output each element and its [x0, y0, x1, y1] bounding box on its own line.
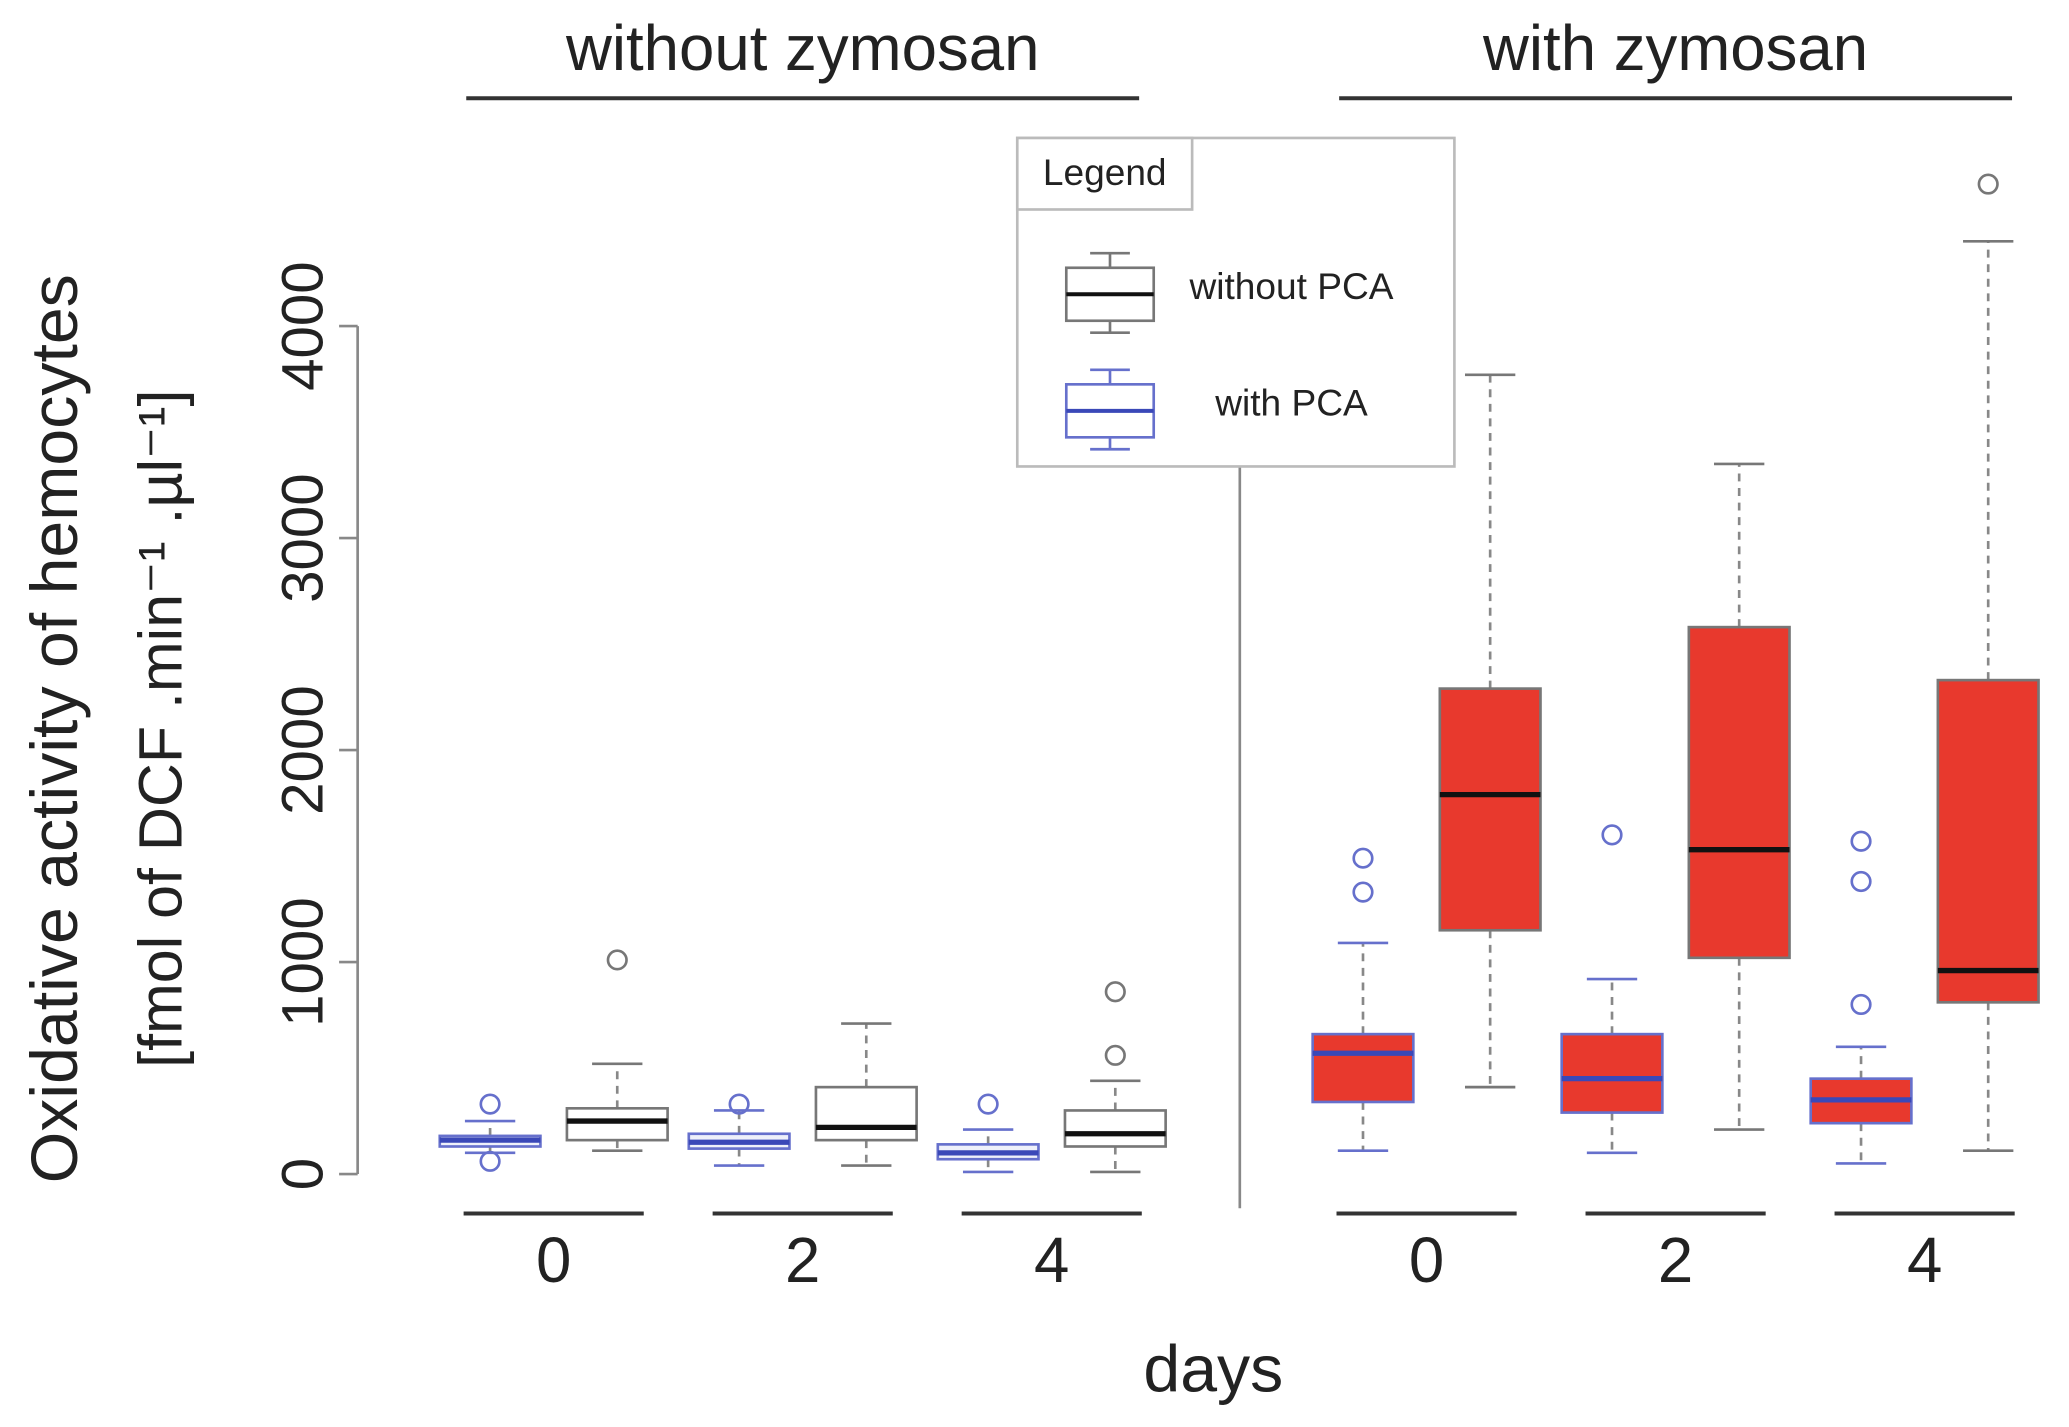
- box: [814, 1085, 918, 1142]
- outlier: [1104, 1044, 1126, 1066]
- outlier: [1352, 847, 1374, 869]
- outlier: [479, 1150, 501, 1172]
- outlier: [977, 1093, 999, 1115]
- group-label: with zymosan: [1482, 13, 1868, 84]
- outlier: [1850, 830, 1872, 852]
- box: [1936, 678, 2040, 1004]
- y-tick-label: 3000: [271, 473, 336, 603]
- outlier: [1104, 981, 1126, 1003]
- outlier: [1850, 870, 1872, 893]
- y-tick-label: 0: [271, 1158, 336, 1190]
- legend-label: with PCA: [1214, 381, 1368, 423]
- box: [565, 1107, 669, 1142]
- y-tick-label: 2000: [271, 685, 336, 815]
- legend-title: Legend: [1043, 151, 1167, 193]
- x-tick-label: 0: [536, 1225, 571, 1296]
- outlier: [479, 1093, 501, 1115]
- outlier: [606, 949, 628, 971]
- legend-label: without PCA: [1188, 265, 1393, 307]
- box: [1687, 625, 1791, 960]
- outlier: [1850, 993, 1872, 1016]
- y-axis-label: [fmol of DCF .min⁻¹ .µl⁻¹]: [127, 390, 195, 1068]
- box: [1560, 1032, 1664, 1114]
- outlier: [1601, 824, 1623, 846]
- legend-title-box: [1015, 136, 1194, 211]
- x-tick-label: 2: [1658, 1225, 1693, 1296]
- x-axis-label: days: [1143, 1332, 1283, 1406]
- y-tick-label: 1000: [271, 897, 336, 1027]
- box: [1063, 1109, 1167, 1148]
- y-tick-label: 4000: [271, 261, 336, 391]
- box: [1311, 1032, 1415, 1104]
- y-axis-label: Oxidative activity of hemocytes: [18, 274, 92, 1183]
- x-tick-label: 4: [1907, 1225, 1942, 1296]
- box: [1438, 687, 1542, 932]
- x-tick-label: 0: [1409, 1225, 1444, 1296]
- outlier: [1352, 881, 1374, 903]
- x-tick-label: 2: [785, 1225, 820, 1296]
- x-tick-label: 4: [1034, 1225, 1069, 1296]
- outlier: [1977, 173, 1999, 195]
- group-label: without zymosan: [565, 13, 1040, 84]
- outlier: [728, 1093, 750, 1115]
